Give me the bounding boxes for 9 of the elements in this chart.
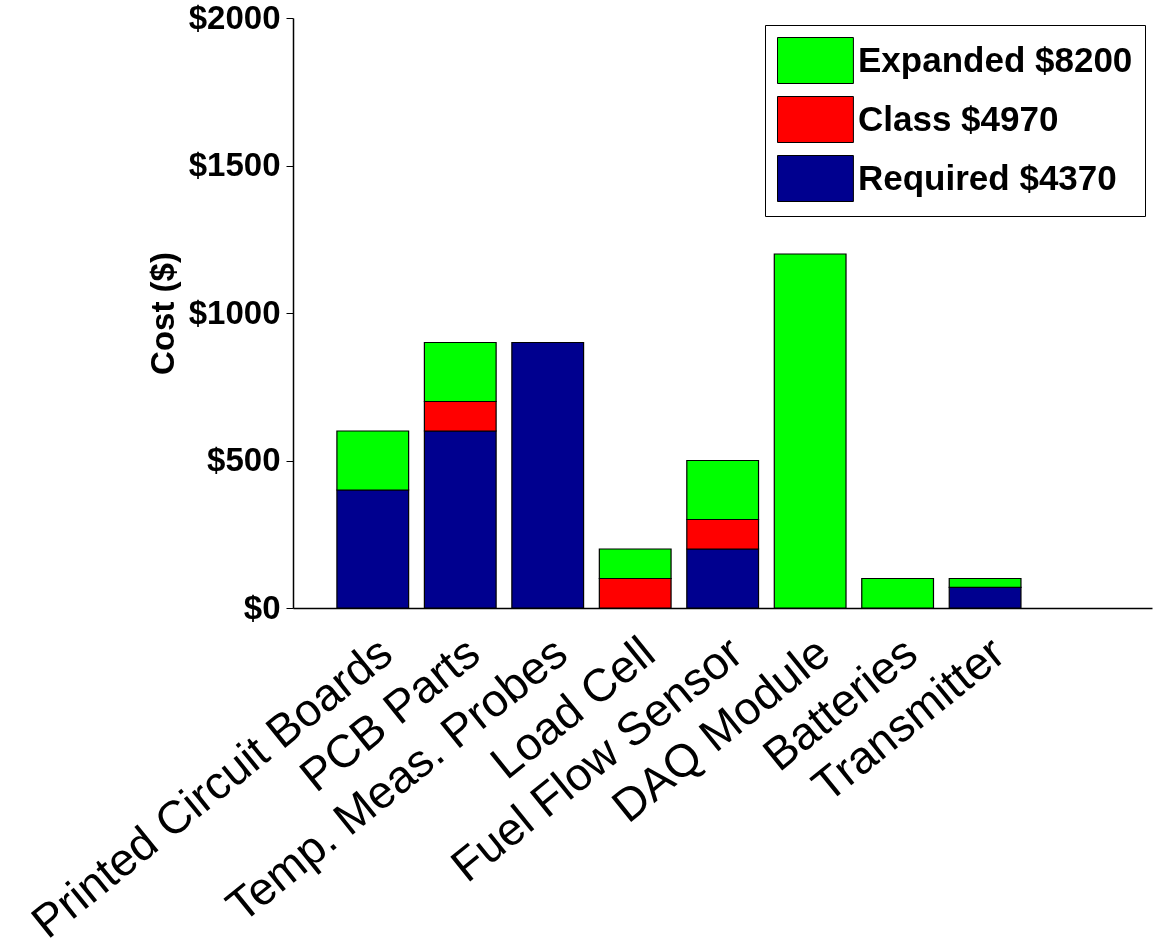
legend-label: Expanded $8200 bbox=[858, 39, 1133, 79]
y-tick-label: $500 bbox=[207, 441, 281, 478]
y-tick-label: $2000 bbox=[188, 0, 281, 36]
y-tick-label: $1500 bbox=[188, 146, 281, 183]
y-tick-label: $1000 bbox=[188, 293, 281, 331]
legend-label: Required $4370 bbox=[858, 157, 1117, 197]
legend-label: Class $4970 bbox=[858, 98, 1059, 138]
y-tick-label: $0 bbox=[243, 588, 281, 626]
y-axis-title: Cost ($) bbox=[143, 252, 181, 375]
